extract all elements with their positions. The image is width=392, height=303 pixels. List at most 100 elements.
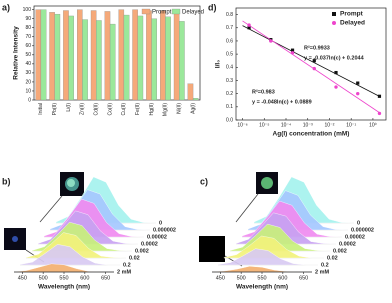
panel-label: c)	[200, 176, 208, 186]
point	[290, 48, 295, 52]
bar	[63, 10, 69, 101]
x-tick-label: 650	[101, 275, 110, 281]
x-tick-label: Pb(II)	[52, 103, 58, 116]
x-tick-label: 450	[216, 275, 225, 281]
x-tick-label: 10⁻⁶	[237, 122, 247, 128]
y-tick-label: 60	[25, 43, 31, 49]
bar	[90, 10, 97, 101]
x-tick-label: 450	[18, 275, 27, 281]
point	[334, 70, 338, 75]
annotation: R²=0.983	[252, 88, 275, 95]
series-label: 0.02	[129, 255, 140, 261]
bar	[192, 98, 199, 101]
point	[290, 51, 295, 55]
x-tick-label: 500	[39, 275, 48, 281]
x-tick-label: 550	[257, 275, 266, 281]
inset-glow	[67, 179, 75, 187]
x-tick-label: Zn(II)	[80, 103, 86, 115]
bar	[137, 15, 144, 101]
y-tick-label: 100	[23, 7, 32, 13]
bar	[151, 18, 157, 101]
bar	[68, 15, 74, 101]
panel-label: d)	[208, 2, 217, 12]
y-tick-label: 10	[25, 88, 31, 94]
bar	[179, 21, 185, 101]
bar	[165, 16, 171, 101]
y-tick-label: 0.4	[226, 65, 233, 71]
panel-label: b)	[2, 176, 11, 186]
bar	[82, 19, 88, 101]
series-label: 0.02	[327, 255, 338, 261]
x-tick-label: Fe(II)	[135, 103, 141, 115]
plot-frame	[33, 5, 201, 101]
legend-swatch	[171, 8, 181, 15]
inset-glow	[261, 177, 273, 189]
x-axis-label: Wavelength (nm)	[38, 284, 90, 291]
legend-swatch	[141, 8, 151, 15]
y-tick-label: 0.3	[226, 78, 233, 84]
series-label: 0.002	[333, 248, 347, 254]
y-tick-label: 0.1	[226, 104, 233, 110]
bar	[160, 10, 166, 101]
inset-photo	[199, 236, 225, 262]
x-tick-label: 10⁻⁴	[281, 122, 291, 128]
y-tick-label: 0	[28, 97, 31, 103]
arrow	[235, 193, 259, 223]
bar	[77, 9, 83, 101]
x-tick-label: 600	[278, 275, 287, 281]
point	[377, 111, 382, 116]
x-tick-label: 600	[80, 275, 89, 281]
series-label: 0.0002	[141, 241, 158, 247]
series-label: 0.2	[321, 262, 329, 268]
y-tick-label: 0.5	[226, 51, 233, 57]
point	[377, 94, 382, 98]
spectrum-area	[19, 244, 120, 266]
x-tick-label: Li(I)	[66, 103, 72, 112]
x-tick-label: Ag(I)	[190, 103, 196, 114]
panel-label: a)	[2, 2, 10, 12]
series-label: 2 mM	[117, 269, 131, 275]
x-axis-label: Ag(I) concentration (mM)	[273, 131, 350, 138]
bar	[118, 9, 125, 101]
legend-label: Prompt	[152, 9, 172, 15]
x-tick-label: 10⁻³	[303, 122, 313, 128]
bar	[123, 14, 130, 101]
bar	[187, 83, 194, 101]
x-tick-label: Hg(II)	[149, 103, 155, 116]
x-tick-label: Cd(II)	[94, 103, 100, 116]
fit-line	[242, 20, 380, 113]
y-tick-label: 0.0	[226, 117, 233, 123]
series-label: 0.2	[123, 262, 131, 268]
y-tick-label: 0.8	[226, 12, 233, 18]
point	[334, 85, 338, 89]
plot-frame	[235, 7, 387, 121]
y-axis-label: I/I₀	[215, 60, 222, 68]
y-tick-label: 0.7	[226, 25, 233, 31]
x-axis-label: Wavelength (nm)	[236, 284, 288, 291]
y-tick-label: 50	[25, 52, 31, 58]
point	[356, 81, 360, 85]
point	[356, 91, 360, 96]
bar	[173, 10, 180, 101]
x-tick-label: Co(II)	[107, 103, 113, 116]
y-tick-label: 30	[25, 70, 31, 76]
legend-label: Delayed	[340, 20, 365, 27]
legend-label: Prompt	[340, 11, 364, 18]
y-tick-label: 0.6	[226, 38, 233, 44]
y-tick-label: 80	[25, 25, 31, 31]
x-tick-label: Ni(II)	[177, 103, 183, 114]
x-tick-label: 10⁻²	[325, 122, 335, 128]
series-label: 0.00002	[345, 234, 365, 240]
bar	[132, 9, 138, 101]
spectrum-area	[211, 266, 312, 273]
point	[247, 26, 251, 30]
x-tick-label: 10⁰	[369, 122, 377, 128]
x-tick-label: Cu(II)	[121, 103, 127, 116]
legend-marker	[332, 21, 336, 25]
point	[312, 59, 316, 63]
annotation: R²=0.9933	[304, 44, 330, 51]
spectrum-area	[217, 248, 318, 266]
y-axis-label: Relative Intensity	[13, 26, 20, 80]
